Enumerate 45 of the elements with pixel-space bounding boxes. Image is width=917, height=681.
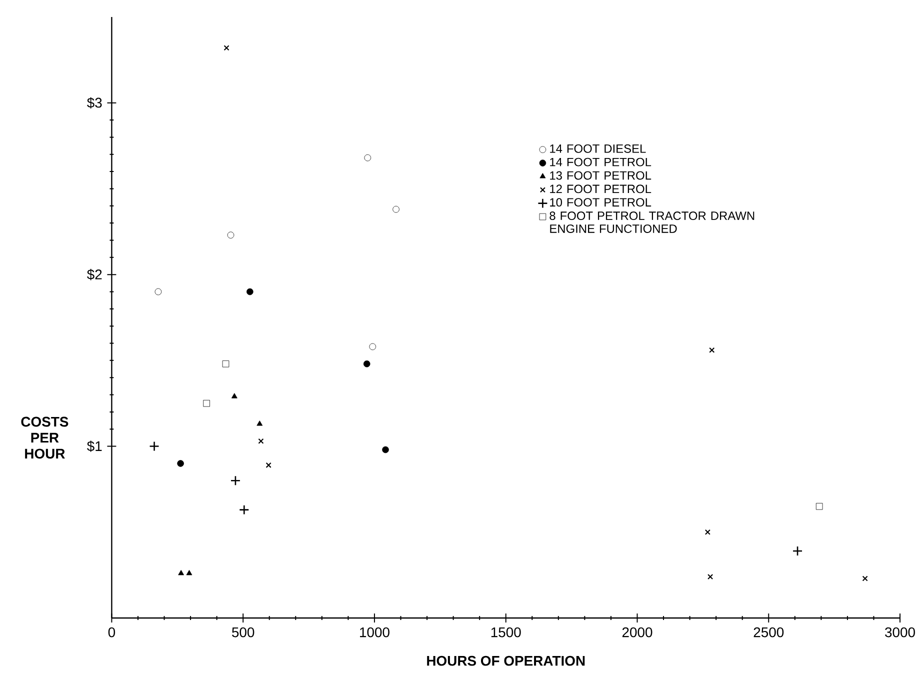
point (231, 393, 238, 398)
legend-label: 13 FOOT PETROL (550, 171, 652, 180)
point (246, 288, 254, 296)
point (230, 475, 241, 486)
legend-label: 14 FOOT DIESEL (550, 144, 646, 153)
point (704, 529, 710, 535)
legend-label: 12 FOOT PETROL (550, 184, 652, 194)
x-tick-label: 1500 (491, 627, 521, 638)
point (363, 360, 370, 368)
point (177, 460, 184, 467)
legend-label: 10 FOOT PETROL (550, 198, 652, 207)
point (862, 576, 868, 582)
x-tick-label: 3000 (885, 627, 915, 638)
point (149, 441, 160, 452)
point (364, 154, 372, 162)
point (256, 420, 263, 426)
y-tick-label: $1 (87, 440, 102, 452)
point (203, 400, 210, 407)
x-tick-label: 2000 (622, 627, 652, 638)
point (792, 546, 803, 556)
point (382, 446, 389, 454)
point (224, 45, 230, 51)
legend-label: 14 FOOT PETROL (550, 158, 652, 166)
x-axis-title: HOURS OF OPERATION (427, 656, 585, 666)
y-tick-label: $3 (87, 97, 102, 108)
point (266, 462, 272, 468)
y-axis-title: COSTS PER HOUR (21, 416, 68, 459)
point (707, 574, 714, 580)
point (709, 347, 715, 353)
point (258, 438, 264, 444)
point (816, 502, 823, 510)
legend-label: 8 FOOT PETROL TRACTOR DRAWN ENGINE FUNCTIONED (550, 212, 754, 233)
x-tick-label: 0 (108, 627, 116, 638)
point (154, 288, 162, 296)
point (239, 504, 250, 515)
point (222, 360, 230, 368)
point (227, 232, 234, 238)
x-tick-label: 500 (232, 627, 254, 638)
x-tick-label: 1000 (360, 627, 390, 638)
point (369, 343, 376, 350)
y-tick-label: $2 (87, 268, 102, 280)
point (392, 206, 400, 213)
point (186, 570, 192, 576)
x-tick-label: 2500 (754, 627, 784, 638)
point (178, 570, 184, 576)
